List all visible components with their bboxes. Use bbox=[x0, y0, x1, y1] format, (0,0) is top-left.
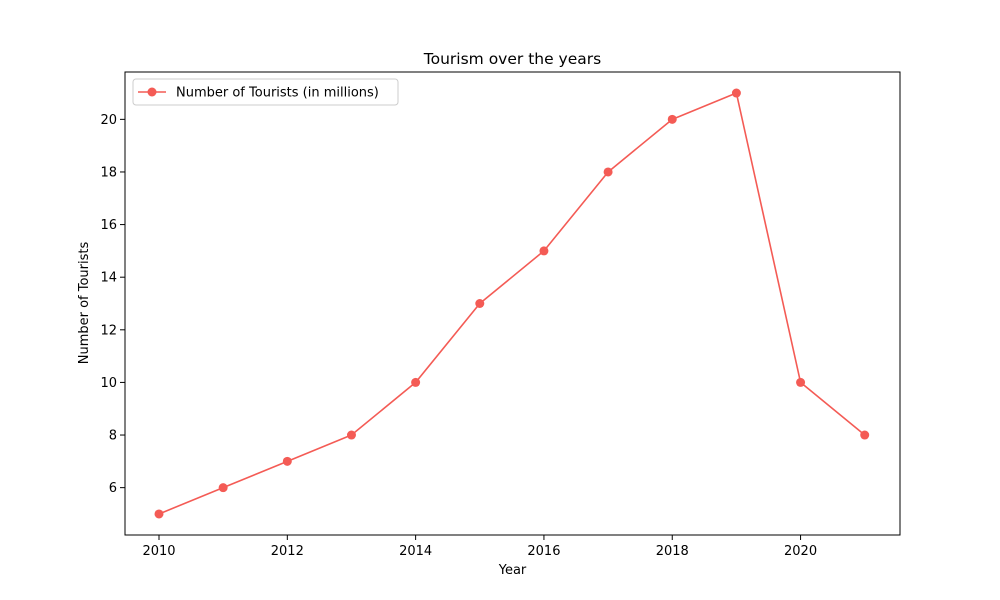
x-tick-label: 2010 bbox=[142, 544, 175, 559]
data-point bbox=[860, 430, 870, 440]
y-tick-label: 18 bbox=[100, 165, 117, 180]
data-point bbox=[282, 456, 292, 466]
x-tick-label: 2020 bbox=[784, 544, 817, 559]
legend-label: Number of Tourists (in millions) bbox=[176, 86, 379, 101]
chart-title: Tourism over the years bbox=[423, 50, 601, 68]
x-tick-label: 2014 bbox=[399, 544, 432, 559]
x-axis-label: Year bbox=[498, 563, 527, 578]
x-tick-label: 2016 bbox=[527, 544, 560, 559]
y-axis-label: Number of Tourists bbox=[77, 242, 92, 365]
data-point bbox=[731, 88, 741, 98]
data-point bbox=[475, 299, 485, 308]
y-tick-label: 8 bbox=[109, 429, 117, 444]
y-tick-label: 6 bbox=[109, 481, 117, 496]
data-point bbox=[539, 246, 549, 256]
legend-marker bbox=[147, 87, 157, 97]
series-line bbox=[158, 92, 866, 515]
data-point bbox=[667, 114, 677, 124]
y-tick-label: 12 bbox=[100, 323, 117, 338]
y-tick-label: 10 bbox=[100, 376, 117, 391]
y-tick-label: 14 bbox=[100, 271, 117, 286]
data-point bbox=[346, 430, 356, 440]
data-point bbox=[796, 377, 806, 387]
plot-frame bbox=[124, 71, 901, 536]
x-tick-label: 2012 bbox=[271, 544, 304, 559]
data-point bbox=[603, 167, 613, 177]
y-tick-label: 16 bbox=[100, 218, 117, 233]
x-tick-label: 2018 bbox=[656, 544, 689, 559]
legend-box bbox=[132, 78, 399, 106]
data-point bbox=[154, 509, 164, 519]
y-tick-label: 20 bbox=[100, 113, 117, 128]
data-point bbox=[411, 377, 421, 387]
data-point bbox=[218, 483, 228, 493]
